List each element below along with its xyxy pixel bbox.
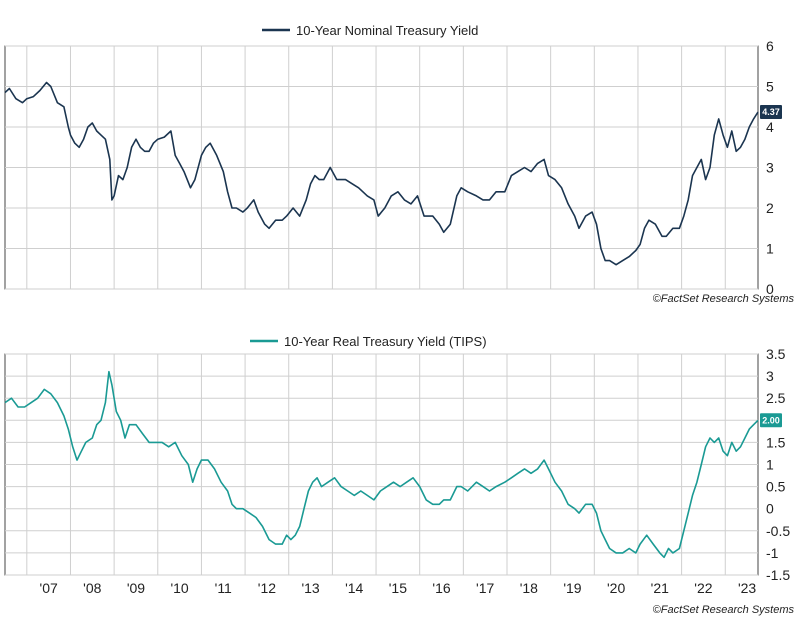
nominal-credit: ©FactSet Research Systems [653, 293, 795, 305]
y-tick-label: 0.5 [766, 479, 786, 495]
x-tick-label: '19 [563, 580, 581, 596]
y-tick-label: -1 [766, 545, 779, 561]
x-tick-label: '11 [215, 580, 232, 596]
x-tick-label: '09 [127, 580, 145, 596]
x-tick-label: '21 [651, 580, 669, 596]
y-tick-label: 1 [766, 457, 774, 473]
x-tick-label: '10 [170, 580, 188, 596]
y-tick-label: 6 [766, 38, 774, 54]
nominal-y-ticks: 0 1 2 3 4 5 6 [766, 38, 774, 297]
y-tick-label: 2.5 [766, 390, 786, 406]
x-tick-label: '17 [476, 580, 494, 596]
y-tick-label: -1.5 [766, 567, 790, 583]
nominal-legend: 10-Year Nominal Treasury Yield [262, 23, 478, 38]
y-tick-label: 3 [766, 160, 774, 176]
y-tick-label: 1 [766, 241, 774, 257]
y-tick-label: 3.5 [766, 346, 786, 362]
tips-yield-line [4, 370, 759, 559]
nominal-badge-box [760, 105, 782, 120]
x-tick-label: '20 [607, 580, 625, 596]
tips-badge-box [760, 413, 782, 428]
x-tick-label: '07 [40, 580, 58, 596]
y-tick-label: 1.5 [766, 434, 786, 450]
nominal-last-value-badge: 4.37 [760, 105, 782, 120]
x-tick-label: '14 [345, 580, 363, 596]
x-tick-label: '22 [694, 580, 712, 596]
y-tick-label: 0 [766, 281, 774, 297]
nominal-legend-label: 10-Year Nominal Treasury Yield [296, 23, 478, 38]
tips-panel: -1.5-1-0.500.511.522.533.5 '07'08'09'10'… [4, 334, 795, 616]
x-tick-label: '16 [432, 580, 450, 596]
x-tick-label: '12 [258, 580, 276, 596]
x-tick-label: '08 [83, 580, 101, 596]
tips-badge-value: 2.00 [762, 415, 780, 425]
nominal-panel: 0 1 2 3 4 5 6 10-Year Nominal Treasury Yield 4… [4, 23, 795, 305]
x-tick-label: '23 [738, 580, 756, 596]
tips-legend: 10-Year Real Treasury Yield (TIPS) [250, 334, 487, 349]
y-tick-label: 5 [766, 79, 774, 95]
y-tick-label: 2 [766, 200, 774, 216]
tips-x-ticks: '07 '08 '09 '10 '11 '12 '13 '14 '15 '16 '17 '18 '19 '… [40, 580, 757, 596]
tips-grid [5, 353, 758, 576]
nominal-grid [5, 45, 758, 290]
nominal-badge-value: 4.37 [762, 107, 780, 117]
x-tick-label: '18 [520, 580, 538, 596]
y-tick-label: 0 [766, 501, 774, 517]
tips-last-value-badge: 2.00 [760, 413, 782, 428]
tips-credit: ©FactSet Research Systems [653, 604, 795, 616]
x-tick-label: '13 [301, 580, 319, 596]
tips-y-ticks: -1.5-1-0.500.511.522.533.5 [766, 346, 790, 583]
y-tick-label: -0.5 [766, 523, 790, 539]
y-tick-label: 4 [766, 119, 774, 135]
x-tick-label: '15 [389, 580, 407, 596]
nominal-yield-line [4, 81, 759, 266]
tips-legend-label: 10-Year Real Treasury Yield (TIPS) [284, 334, 487, 349]
y-tick-label: 3 [766, 368, 774, 384]
